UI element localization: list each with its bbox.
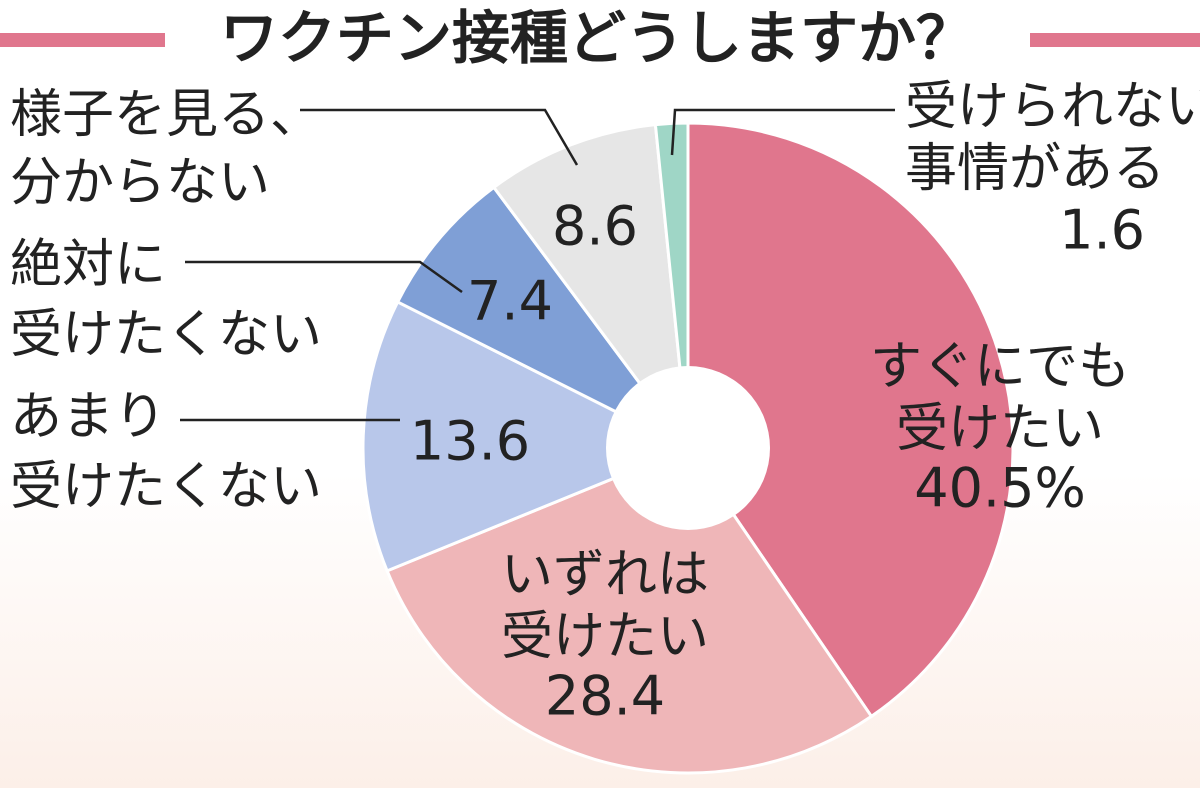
pie-slice <box>491 122 691 454</box>
category-label: 事情がある <box>905 139 1165 199</box>
pie-slice <box>395 185 690 450</box>
pie-slice <box>385 446 874 775</box>
pie-slice <box>686 121 1015 719</box>
leader-line <box>300 108 579 166</box>
category-label: 分からない <box>10 153 270 213</box>
value-label: 28.4 <box>545 665 665 728</box>
value-label: 1.6 <box>1059 199 1145 262</box>
category-label: 受けたくない <box>10 305 322 365</box>
donut-hole <box>606 366 770 530</box>
pie-slice <box>361 299 692 573</box>
title-bar-right <box>1030 33 1200 47</box>
leader-line <box>670 108 895 156</box>
leader-line <box>185 260 463 294</box>
chart-title: ワクチン接種どうしますか？ <box>220 4 974 72</box>
category-label: 受けたい <box>501 607 709 667</box>
title-bar-left <box>0 33 165 47</box>
value-label: 8.6 <box>552 195 638 258</box>
category-label: 様子を見る、 <box>10 85 322 145</box>
category-label: すぐにでも <box>870 337 1130 397</box>
category-label: 受けたくない <box>10 457 322 517</box>
category-label: 絶対に <box>10 235 166 295</box>
value-label: 40.5% <box>914 457 1086 520</box>
value-label: 13.6 <box>410 410 530 473</box>
value-label: 7.4 <box>467 270 553 333</box>
category-label: 受けられない <box>905 77 1200 137</box>
category-label: いずれは <box>501 545 709 605</box>
category-label: 受けたい <box>896 399 1104 459</box>
category-label: あまり <box>10 387 166 447</box>
